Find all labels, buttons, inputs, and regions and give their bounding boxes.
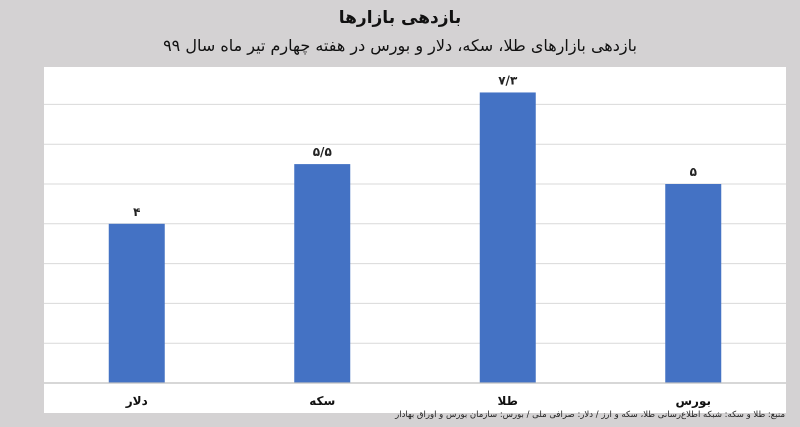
data-label-0: ۴ xyxy=(133,205,140,219)
data-label-2: ۷/۳ xyxy=(498,73,518,87)
chart-title: بازدهی بازارها xyxy=(338,8,462,28)
data-label-3: ۵ xyxy=(690,165,697,179)
bar-chart: ۴ دلار ۵/۵ سکه ۷/۳ طلا ۵ بورس xyxy=(44,73,786,409)
x-tick-label-3: بورس xyxy=(676,394,712,409)
chart-subtitle: بازدهی بازارهای طلا، سکه، دلار و بورس در… xyxy=(163,36,637,55)
x-tick-label-0: دلار xyxy=(125,394,148,408)
bar-1 xyxy=(294,164,351,383)
source-note: منبع: طلا و سکه: شبکه اطلاع‌رسانی طلا، س… xyxy=(395,410,785,420)
bar-3 xyxy=(665,184,722,383)
x-tick-label-2: طلا xyxy=(498,394,518,408)
x-tick-label-1: سکه xyxy=(309,394,335,408)
data-label-1: ۵/۵ xyxy=(313,145,332,159)
bar-0 xyxy=(108,223,165,383)
bar-2 xyxy=(479,92,536,384)
plot-area: ۴ دلار ۵/۵ سکه ۷/۳ طلا ۵ بورس xyxy=(44,67,786,413)
